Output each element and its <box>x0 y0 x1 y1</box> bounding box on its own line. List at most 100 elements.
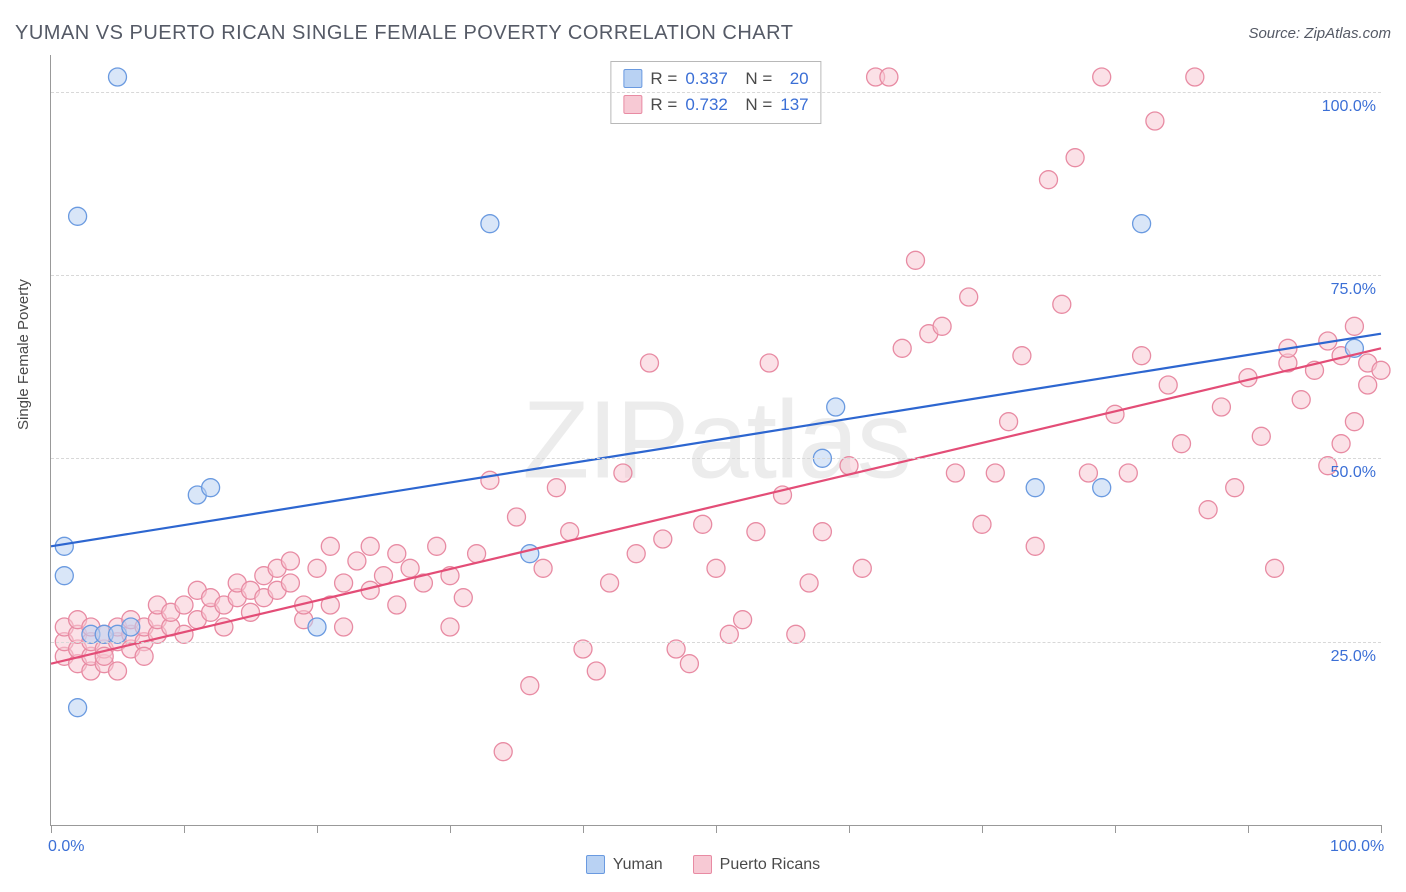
data-point-pink <box>375 567 393 585</box>
data-point-pink <box>694 515 712 533</box>
y-tick-label: 100.0% <box>1306 98 1376 116</box>
data-point-pink <box>1332 435 1350 453</box>
data-point-pink <box>1000 413 1018 431</box>
data-point-pink <box>335 574 353 592</box>
data-point-pink <box>587 662 605 680</box>
data-point-pink <box>441 618 459 636</box>
data-point-pink <box>1266 559 1284 577</box>
data-point-blue <box>481 215 499 233</box>
chart-header: YUMAN VS PUERTO RICAN SINGLE FEMALE POVE… <box>15 22 1391 45</box>
data-point-pink <box>521 677 539 695</box>
data-point-pink <box>1359 376 1377 394</box>
y-tick-label: 25.0% <box>1306 648 1376 666</box>
data-point-pink <box>109 662 127 680</box>
data-point-pink <box>760 354 778 372</box>
x-tick <box>1115 825 1116 833</box>
data-point-pink <box>388 545 406 563</box>
data-point-pink <box>361 537 379 555</box>
data-point-pink <box>680 655 698 673</box>
data-point-pink <box>720 625 738 643</box>
data-point-pink <box>1066 149 1084 167</box>
data-point-pink <box>1212 398 1230 416</box>
data-point-blue <box>1026 479 1044 497</box>
data-point-pink <box>707 559 725 577</box>
x-tick <box>583 825 584 833</box>
legend-item-pr: Puerto Ricans <box>693 855 821 874</box>
chart-plot-area: ZIPatlas R = 0.337 N = 20 R = 0.732 N = … <box>50 55 1381 826</box>
data-point-pink <box>1106 405 1124 423</box>
data-point-pink <box>468 545 486 563</box>
data-point-pink <box>494 743 512 761</box>
stats-r-label: R = <box>650 92 677 118</box>
data-point-pink <box>1226 479 1244 497</box>
data-point-blue <box>55 537 73 555</box>
gridline <box>51 642 1381 643</box>
data-point-pink <box>667 640 685 658</box>
data-point-blue <box>308 618 326 636</box>
x-tick <box>982 825 983 833</box>
data-point-blue <box>55 567 73 585</box>
data-point-pink <box>428 537 446 555</box>
data-point-pink <box>787 625 805 643</box>
data-point-blue <box>109 68 127 86</box>
data-point-pink <box>1345 413 1363 431</box>
stats-n-blue: 20 <box>780 66 808 92</box>
y-tick-label: 75.0% <box>1306 281 1376 299</box>
data-point-blue <box>827 398 845 416</box>
stats-r-blue: 0.337 <box>685 66 728 92</box>
data-point-pink <box>574 640 592 658</box>
stats-n-label: N = <box>736 66 772 92</box>
data-point-pink <box>893 339 911 357</box>
gridline <box>51 275 1381 276</box>
data-point-pink <box>946 464 964 482</box>
x-tick <box>450 825 451 833</box>
data-point-pink <box>1093 68 1111 86</box>
regression-line-pink <box>51 348 1381 663</box>
data-point-pink <box>547 479 565 497</box>
data-point-pink <box>1345 317 1363 335</box>
gridline <box>51 92 1381 93</box>
data-point-pink <box>734 611 752 629</box>
data-point-blue <box>202 479 220 497</box>
data-point-pink <box>800 574 818 592</box>
data-point-pink <box>654 530 672 548</box>
data-point-pink <box>813 523 831 541</box>
y-tick-label: 50.0% <box>1306 464 1376 482</box>
stats-r-pink: 0.732 <box>685 92 728 118</box>
data-point-pink <box>348 552 366 570</box>
data-point-pink <box>641 354 659 372</box>
data-point-pink <box>986 464 1004 482</box>
data-point-pink <box>1040 171 1058 189</box>
legend-label-pr: Puerto Ricans <box>720 856 821 874</box>
x-tick-label: 0.0% <box>48 838 84 856</box>
chart-title: YUMAN VS PUERTO RICAN SINGLE FEMALE POVE… <box>15 22 793 45</box>
data-point-pink <box>508 508 526 526</box>
data-point-pink <box>1252 427 1270 445</box>
data-point-pink <box>601 574 619 592</box>
data-point-blue <box>69 207 87 225</box>
data-point-pink <box>960 288 978 306</box>
data-point-pink <box>973 515 991 533</box>
data-point-pink <box>281 552 299 570</box>
data-point-pink <box>454 589 472 607</box>
data-point-pink <box>561 523 579 541</box>
data-point-blue <box>1093 479 1111 497</box>
data-point-pink <box>853 559 871 577</box>
legend-swatch-blue <box>586 855 605 874</box>
data-point-pink <box>1372 361 1390 379</box>
x-tick <box>1248 825 1249 833</box>
y-axis-label: Single Female Poverty <box>15 279 32 430</box>
data-point-pink <box>1026 537 1044 555</box>
data-point-blue <box>1133 215 1151 233</box>
data-point-blue <box>69 699 87 717</box>
data-point-pink <box>907 251 925 269</box>
legend-swatch-pink <box>623 95 642 114</box>
data-point-pink <box>1159 376 1177 394</box>
data-point-pink <box>1053 295 1071 313</box>
data-point-pink <box>1079 464 1097 482</box>
x-tick <box>317 825 318 833</box>
data-point-blue <box>521 545 539 563</box>
stats-n-pink: 137 <box>780 92 808 118</box>
stats-row-blue: R = 0.337 N = 20 <box>623 66 808 92</box>
data-point-pink <box>308 559 326 577</box>
